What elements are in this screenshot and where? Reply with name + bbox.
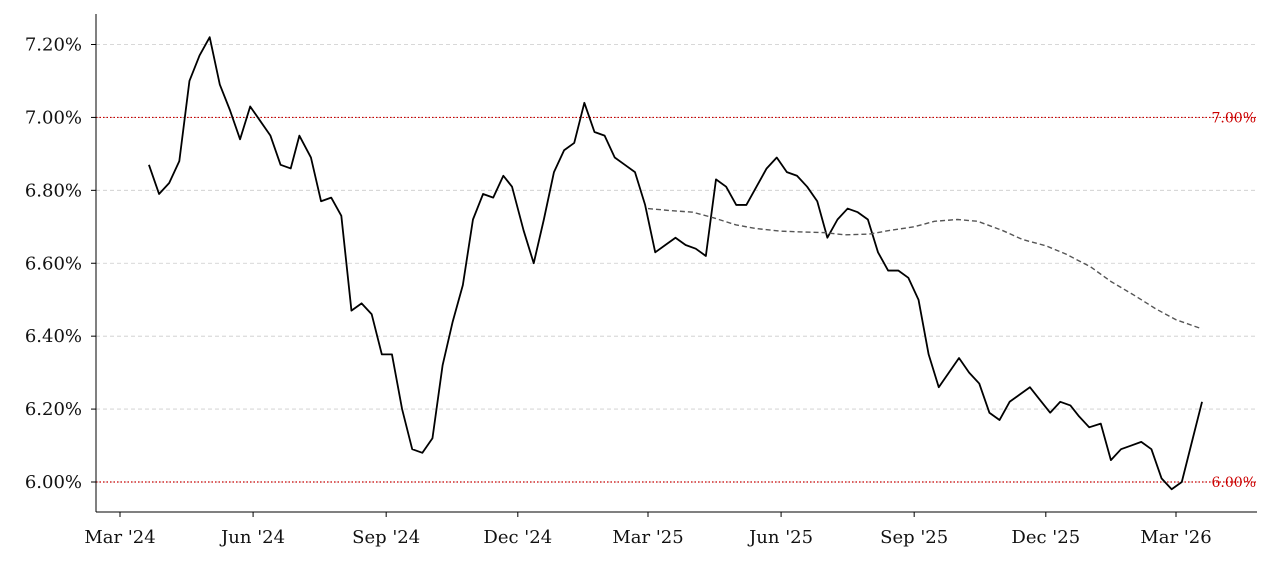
series-lines [148, 36, 1203, 491]
x-tick-label: Jun '25 [747, 527, 813, 548]
y-tick-label: 7.20% [25, 35, 82, 56]
x-tick-label: Jun '24 [219, 527, 285, 548]
axes [95, 14, 1257, 513]
tick-labels: 6.00% 6.20% 6.40% 6.60% 6.80% 7.00% 7.20% Mar '… [25, 35, 1212, 549]
x-tick-label: Mar '25 [612, 527, 683, 548]
rate-series-line [148, 36, 1203, 491]
trend-series-line [647, 207, 1203, 330]
y-tick-label: 7.00% [25, 107, 82, 128]
y-tick-label: 6.60% [25, 253, 82, 274]
x-tick-label: Mar '26 [1140, 527, 1211, 548]
gridlines [96, 44, 1257, 483]
reference-line-label: 6.00% [1212, 475, 1256, 491]
y-tick-label: 6.00% [25, 472, 82, 493]
reference-lines: 7.00% 6.00% [96, 110, 1257, 491]
y-tick-label: 6.40% [25, 326, 82, 347]
x-tick-label: Dec '25 [1011, 527, 1080, 548]
x-tick-label: Sep '24 [352, 527, 420, 548]
y-tick-label: 6.80% [25, 180, 82, 201]
reference-line-label: 7.00% [1212, 110, 1256, 126]
x-tick-label: Mar '24 [84, 527, 155, 548]
x-tick-label: Dec '24 [483, 527, 552, 548]
x-tick-label: Sep '25 [880, 527, 948, 548]
y-tick-label: 6.20% [25, 399, 82, 420]
